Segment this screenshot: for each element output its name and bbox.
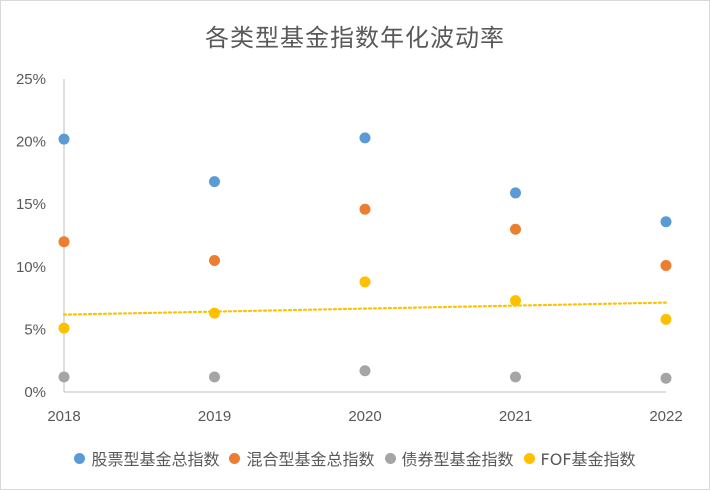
y-tick-label: 20%	[16, 134, 46, 151]
data-point-series-1	[209, 176, 220, 188]
y-tick-label: 10%	[16, 259, 46, 276]
data-point-series-3	[510, 371, 521, 383]
data-point-series-2	[510, 223, 521, 235]
legend-item: FOF基金指数	[523, 446, 636, 470]
legend: 股票型基金总指数 混合型基金总指数 债券型基金指数 FOF基金指数	[0, 446, 710, 470]
data-point-series-4	[660, 313, 672, 325]
legend-marker-icon	[229, 452, 241, 464]
legend-label: 混合型基金总指数	[246, 450, 375, 469]
data-point-series-2	[209, 255, 220, 267]
data-point-series-3	[58, 371, 70, 383]
legend-item: 债券型基金指数	[384, 446, 514, 470]
data-point-series-2	[660, 260, 672, 272]
legend-item: 股票型基金总指数	[74, 446, 219, 470]
data-point-series-2	[359, 203, 371, 215]
data-point-series-4	[359, 276, 371, 288]
data-point-series-3	[359, 365, 371, 377]
legend-label: 债券型基金指数	[401, 450, 514, 469]
legend-marker-icon	[384, 452, 396, 464]
data-point-series-2	[58, 236, 70, 248]
legend-marker-icon	[74, 452, 86, 464]
x-tick-label: 2021	[499, 408, 532, 425]
y-tick-label: 0%	[24, 384, 46, 401]
y-tick-label: 5%	[24, 321, 46, 338]
legend-marker-icon	[523, 452, 535, 464]
data-point-series-1	[58, 133, 70, 145]
y-tick-label: 15%	[16, 196, 46, 213]
data-point-series-1	[510, 187, 521, 199]
chart-title: 各类型基金指数年化波动率	[205, 24, 505, 52]
legend-label: FOF基金指数	[540, 450, 636, 469]
data-point-series-3	[209, 371, 220, 383]
x-tick-label: 2020	[348, 408, 381, 425]
trendline	[62, 301, 668, 316]
data-point-series-1	[359, 132, 371, 144]
x-tick-label: 2022	[649, 408, 682, 425]
x-tick-label: 2018	[47, 408, 80, 425]
y-tick-label: 25%	[16, 71, 46, 88]
legend-label: 股票型基金总指数	[91, 450, 220, 469]
x-tick-label: 2019	[198, 408, 231, 425]
data-point-series-1	[660, 216, 672, 228]
data-point-series-4	[58, 322, 70, 334]
legend-item: 混合型基金总指数	[229, 446, 375, 470]
data-point-series-4	[209, 307, 220, 319]
data-point-series-3	[660, 372, 672, 384]
data-point-series-4	[510, 295, 521, 307]
